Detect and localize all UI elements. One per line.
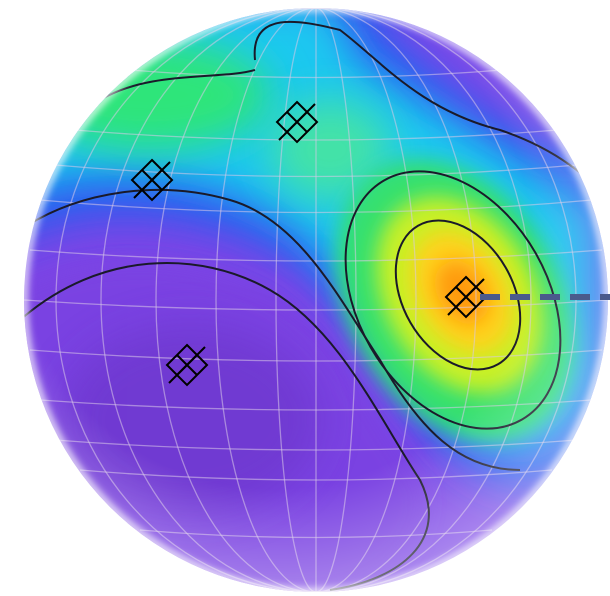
sphere-figure	[0, 0, 610, 596]
